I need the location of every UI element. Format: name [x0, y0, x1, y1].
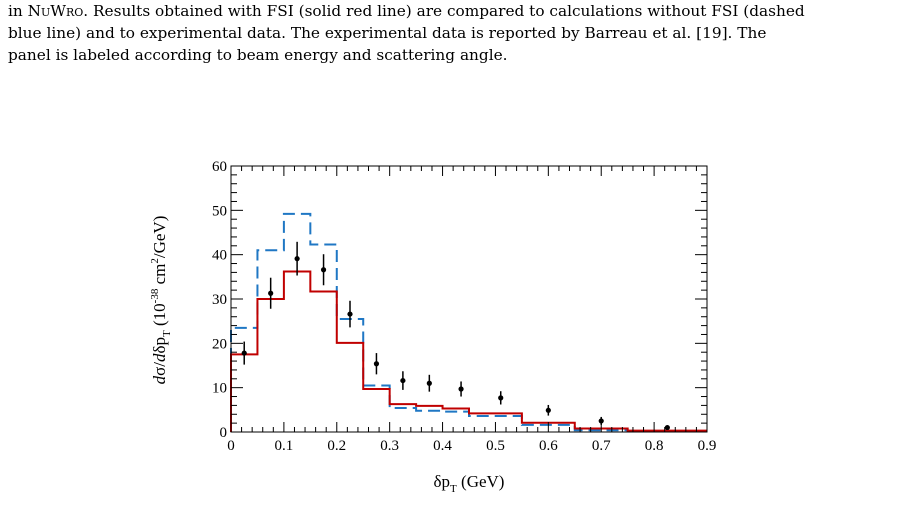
- figure-caption: in NuWro. Results obtained with FSI (sol…: [8, 0, 898, 66]
- code-name: NuWro: [27, 2, 84, 20]
- data-marker: [400, 377, 406, 384]
- y-tick-label: 20: [212, 336, 227, 352]
- x-tick-label: 0.2: [327, 438, 346, 454]
- series-without-fsi: [230, 212, 707, 433]
- caption-line-3: panel is labeled according to beam energ…: [8, 46, 508, 64]
- y-tick-label: 10: [212, 381, 227, 397]
- x-tick-label: 0.7: [592, 438, 611, 454]
- data-point: [320, 254, 327, 286]
- data-marker: [241, 350, 247, 356]
- y-axis-label: dσ/dδpT (10-38 cm2/GeV): [149, 216, 173, 385]
- data-point: [458, 381, 464, 397]
- x-tick-label: 0: [227, 438, 235, 454]
- y-tick-label: 0: [220, 425, 228, 441]
- data-marker: [373, 361, 380, 367]
- caption-text: in: [8, 2, 28, 20]
- x-tick-label: 0.6: [539, 438, 558, 454]
- data-point: [400, 371, 406, 390]
- data-point: [373, 353, 380, 375]
- plot-frame: [230, 165, 708, 433]
- y-tick-label: 60: [212, 159, 227, 175]
- data-marker: [458, 386, 464, 392]
- series-with-fsi: [230, 270, 707, 432]
- y-tick-label: 40: [212, 248, 227, 264]
- x-tick-label: 0.3: [380, 438, 399, 454]
- data-points-layer: [241, 241, 670, 431]
- y-tick-label: 30: [212, 292, 227, 308]
- x-tick-label: 0.5: [486, 438, 505, 454]
- data-marker: [664, 424, 670, 431]
- data-point: [498, 391, 504, 405]
- data-marker: [598, 418, 604, 424]
- y-tick-label: 50: [212, 203, 227, 219]
- data-marker: [426, 380, 432, 386]
- data-point: [347, 300, 353, 328]
- x-axis-label: δpT (GeV): [434, 472, 505, 495]
- data-marker: [347, 311, 353, 317]
- x-tick-label: 0.4: [433, 438, 452, 454]
- caption-text: . Results obtained with FSI (solid red l…: [83, 2, 805, 20]
- data-point: [268, 277, 274, 309]
- tick-labels: 0 0.1 0.2 0.3 0.4 0.5 0.6 0.7 0.8 0.9 0 10 20 30 40 50 6…: [212, 159, 716, 454]
- histogram-layer: [230, 212, 707, 433]
- data-point: [294, 241, 300, 276]
- axis-ticks: [230, 165, 708, 433]
- x-tick-label: 0.1: [275, 438, 294, 454]
- data-marker: [268, 290, 274, 296]
- data-marker: [294, 256, 300, 262]
- data-point: [545, 404, 551, 416]
- x-tick-label: 0.8: [645, 438, 664, 454]
- data-marker: [498, 395, 504, 401]
- data-marker: [545, 407, 551, 413]
- x-tick-label: 0.9: [698, 438, 717, 454]
- caption-line-2: blue line) and to experimental data. The…: [8, 24, 767, 42]
- caption-line-1: in NuWro. Results obtained with FSI (sol…: [8, 0, 898, 22]
- data-point: [426, 374, 432, 392]
- data-point: [664, 424, 670, 431]
- data-marker: [320, 267, 327, 273]
- data-point: [241, 341, 247, 365]
